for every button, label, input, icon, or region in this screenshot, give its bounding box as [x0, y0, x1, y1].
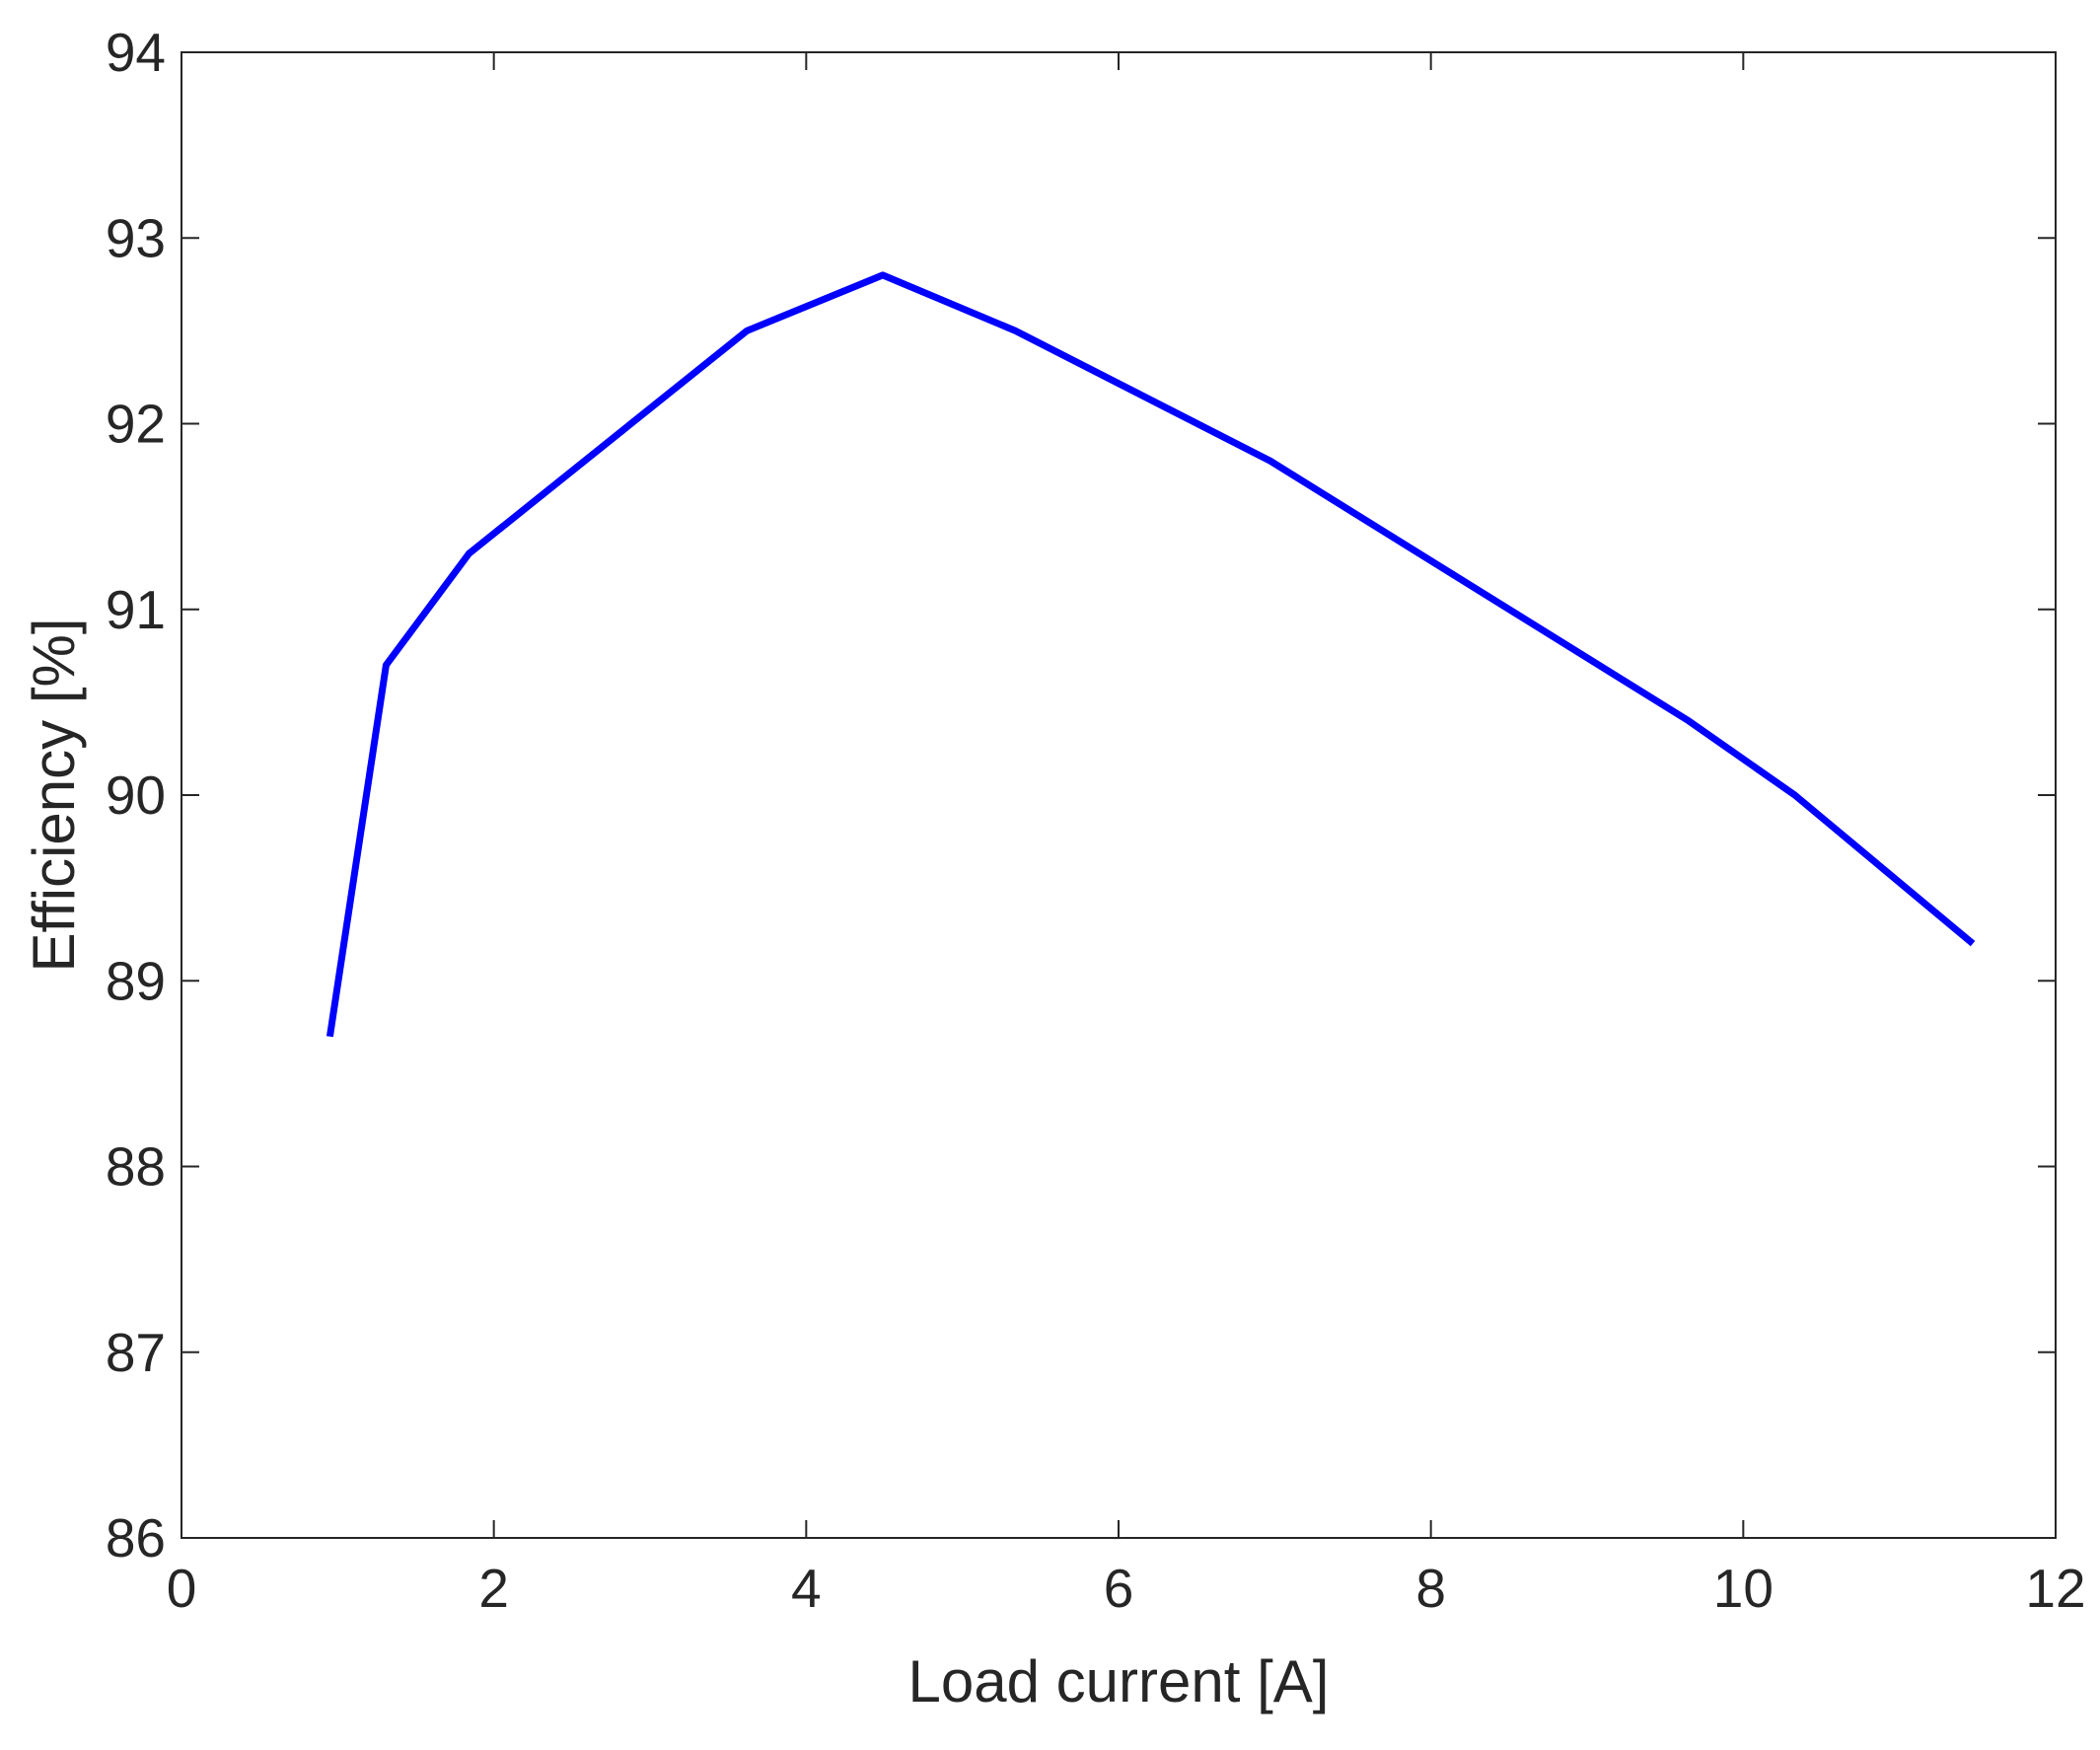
x-tick-label: 0: [167, 1558, 197, 1619]
y-axis-label: Efficiency [%]: [21, 618, 87, 972]
x-axis-label: Load current [A]: [908, 1648, 1330, 1714]
y-tick-label: 89: [106, 950, 166, 1011]
y-tick-label: 94: [106, 22, 166, 83]
y-tick-label: 86: [106, 1507, 166, 1568]
plot-frame: [181, 51, 2057, 1539]
y-tick-label: 87: [106, 1322, 166, 1383]
x-tick-label: 4: [791, 1558, 822, 1619]
x-tick-label: 12: [2025, 1558, 2085, 1619]
y-tick-label: 92: [106, 394, 166, 455]
x-tick-label: 8: [1415, 1558, 1446, 1619]
x-tick-label: 6: [1104, 1558, 1134, 1619]
x-tick-label: 2: [478, 1558, 509, 1619]
y-tick-label: 91: [106, 579, 166, 640]
y-tick-label: 90: [106, 765, 166, 826]
y-tick-label: 93: [106, 207, 166, 268]
y-tick-label: 88: [106, 1136, 166, 1198]
x-tick-label: 10: [1713, 1558, 1774, 1619]
line: [326, 271, 1976, 1038]
